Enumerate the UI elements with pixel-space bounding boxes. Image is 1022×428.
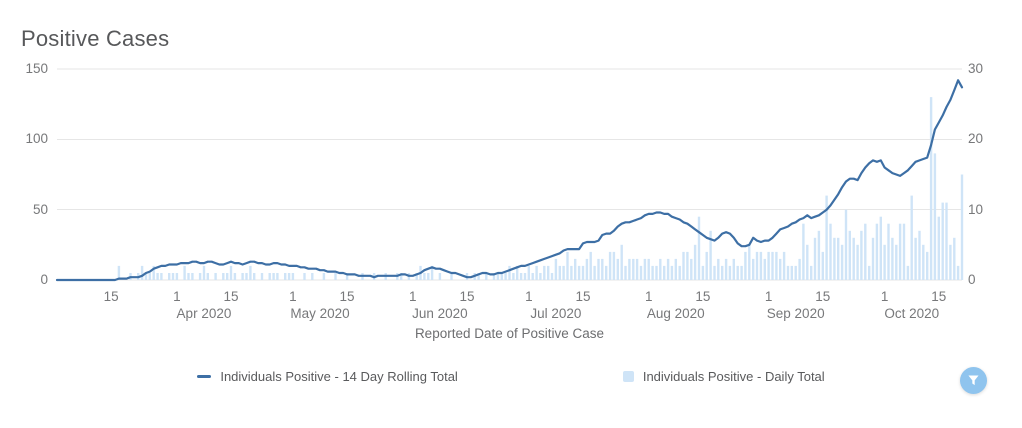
left-axis-tick-label: 150	[25, 61, 48, 76]
x-axis-tick-label: 1	[173, 289, 181, 304]
filter-button[interactable]	[960, 367, 987, 394]
rolling-total-line	[55, 79, 964, 282]
filter-funnel-icon	[968, 375, 979, 386]
legend-item-daily-total[interactable]: Individuals Positive - Daily Total	[622, 369, 825, 384]
chart-canvas	[55, 68, 964, 282]
right-axis-tick-label: 20	[968, 131, 984, 147]
line-series-marker-icon	[197, 375, 212, 378]
x-axis-tick-label: 1	[880, 289, 889, 304]
x-axis-month-label: Jul 2020	[530, 306, 582, 321]
x-axis-month-label: May 2020	[290, 306, 350, 321]
legend-label: Individuals Positive - 14 Day Rolling To…	[220, 369, 458, 384]
x-axis-tick-label: 1	[764, 289, 773, 304]
right-axis-tick-label: 30	[968, 61, 984, 76]
x-axis-tick-label: 15	[931, 289, 947, 304]
x-axis-tick-label: 1	[644, 289, 653, 304]
left-axis-tick-label: 50	[32, 201, 48, 217]
x-axis-title: Reported Date of Positive Case	[414, 326, 605, 341]
left-axis-tick-label: 0	[40, 272, 48, 287]
x-axis-month-label: Sep 2020	[766, 306, 825, 321]
x-axis-tick-label: 15	[459, 289, 475, 304]
x-axis-tick-label: 1	[289, 289, 297, 304]
x-axis-tick-label: 15	[695, 289, 711, 304]
x-axis-tick-label: 15	[103, 289, 119, 304]
daily-total-bars	[117, 97, 964, 280]
left-axis-tick-label: 100	[25, 131, 48, 147]
legend-label: Individuals Positive - Daily Total	[642, 369, 825, 384]
x-axis-month-label: Oct 2020	[884, 306, 940, 321]
x-axis-tick-label: 1	[525, 289, 533, 304]
x-axis-tick-label: 15	[575, 289, 591, 304]
x-axis-tick-label: 15	[339, 289, 355, 304]
x-axis-tick-label: 15	[223, 289, 239, 304]
legend-item-rolling-total[interactable]: Individuals Positive - 14 Day Rolling To…	[197, 369, 458, 384]
x-axis-tick-label: 1	[409, 289, 417, 304]
legend: Individuals Positive - 14 Day Rolling To…	[71, 369, 951, 384]
x-axis-tick-label: 15	[815, 289, 831, 304]
x-axis-month-label: Jun 2020	[412, 306, 468, 321]
x-axis-month-label: Aug 2020	[646, 306, 705, 321]
right-axis-tick-label: 0	[968, 272, 976, 287]
right-axis-tick-label: 10	[968, 201, 984, 217]
x-axis-month-label: Apr 2020	[176, 306, 232, 321]
bar-series-marker-icon	[622, 371, 634, 382]
chart-title: Positive Cases	[21, 26, 170, 51]
